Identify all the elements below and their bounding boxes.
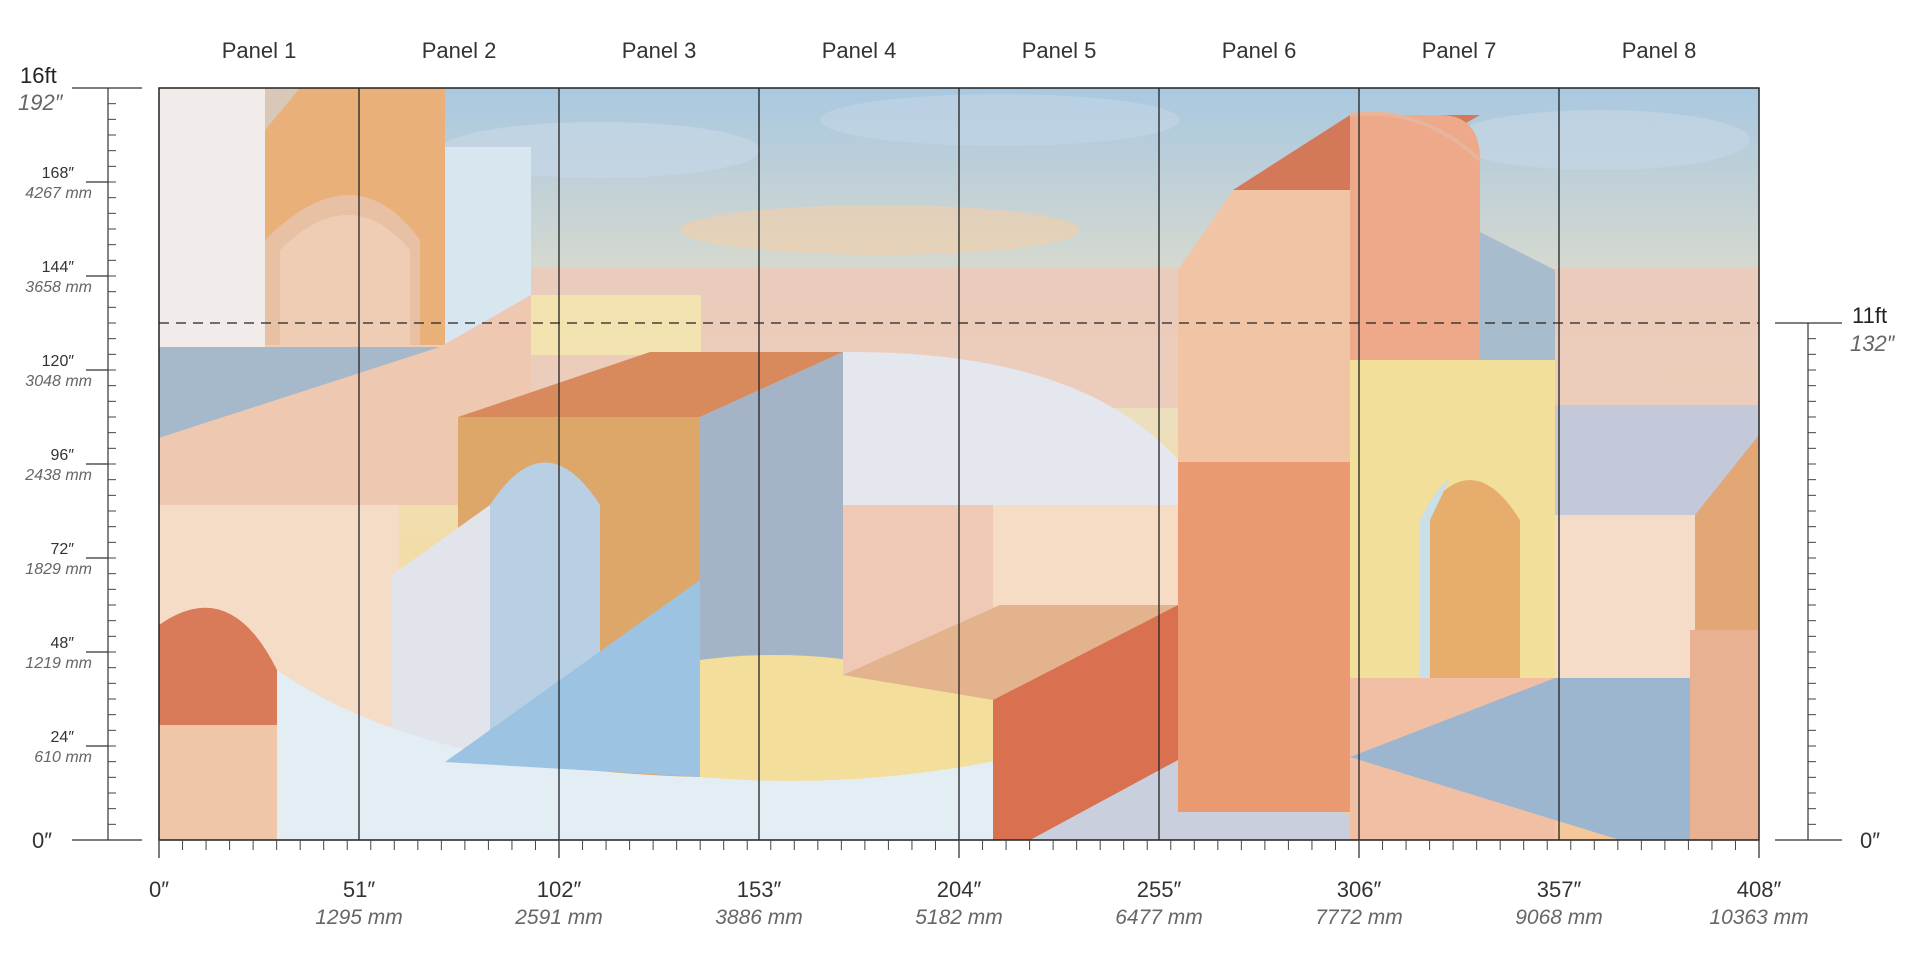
panel-label: Panel 4 bbox=[822, 38, 897, 63]
left-scale-in-label: 24″ bbox=[51, 729, 75, 746]
panel-label: Panel 1 bbox=[222, 38, 297, 63]
bottom-scale-mm-label: 2591 mm bbox=[514, 906, 603, 929]
bottom-scale-in-label: 357″ bbox=[1537, 877, 1582, 902]
left-scale-top-in: 192″ bbox=[18, 90, 64, 115]
left-height-scale: 168″ 4267 mm 144″ 3658 mm 120″ 3048 mm 96″ 2438… bbox=[18, 63, 142, 853]
bottom-scale-in-label: 408″ bbox=[1737, 877, 1782, 902]
left-scale-mm-label: 4267 mm bbox=[25, 185, 92, 202]
panel-label: Panel 2 bbox=[422, 38, 497, 63]
panel-labels: Panel 1 Panel 2 Panel 3 Panel 4 Panel 5 Panel… bbox=[222, 38, 1697, 63]
left-scale-in-label: 96″ bbox=[51, 447, 75, 464]
left-scale-in-label: 120″ bbox=[42, 353, 75, 370]
bottom-scale-mm-label: 5182 mm bbox=[915, 906, 1003, 929]
left-scale-bottom: 0″ bbox=[32, 828, 52, 853]
panel-label: Panel 3 bbox=[622, 38, 697, 63]
left-scale-in-label: 48″ bbox=[51, 635, 75, 652]
panel-label: Panel 8 bbox=[1622, 38, 1697, 63]
left-scale-in-label: 72″ bbox=[51, 541, 75, 558]
right-scale-top-in: 132″ bbox=[1850, 331, 1896, 356]
right-scale-bottom: 0″ bbox=[1860, 828, 1880, 853]
bottom-scale-in-label: 255″ bbox=[1137, 877, 1182, 902]
bottom-scale-mm-label: 7772 mm bbox=[1315, 906, 1403, 929]
left-scale-mm-label: 1829 mm bbox=[25, 561, 92, 578]
left-scale-mm-label: 610 mm bbox=[34, 749, 92, 766]
bottom-scale-mm-label: 6477 mm bbox=[1115, 906, 1203, 929]
bottom-scale-mm-label: 1295 mm bbox=[315, 906, 403, 929]
bottom-scale-mm-label: 3886 mm bbox=[715, 906, 803, 929]
left-scale-top-ft: 16ft bbox=[20, 63, 57, 88]
left-scale-mm-label: 2438 mm bbox=[24, 467, 92, 484]
panel-dividers bbox=[358, 88, 1560, 840]
bottom-scale-in-label: 51″ bbox=[343, 877, 375, 902]
left-scale-in-label: 144″ bbox=[42, 259, 75, 276]
bottom-scale-mm-label: 10363 mm bbox=[1709, 906, 1808, 929]
bottom-scale-in-label: 153″ bbox=[737, 877, 782, 902]
left-scale-mm-label: 1219 mm bbox=[25, 655, 92, 672]
bottom-scale-in-label: 102″ bbox=[537, 877, 582, 902]
bottom-width-scale: 0″ 51″ 1295 mm 102″ 2591 mm 153″ 3886 mm 204″ 51… bbox=[149, 839, 1809, 929]
bottom-scale-in-label: 0″ bbox=[149, 877, 169, 902]
bottom-scale-in-label: 306″ bbox=[1337, 877, 1382, 902]
left-scale-in-label: 168″ bbox=[42, 165, 75, 182]
panel-label: Panel 5 bbox=[1022, 38, 1097, 63]
left-scale-mm-label: 3658 mm bbox=[25, 279, 92, 296]
right-height-scale: 11ft 132″ 0″ bbox=[1775, 303, 1896, 853]
panel-label: Panel 7 bbox=[1422, 38, 1497, 63]
panel-label: Panel 6 bbox=[1222, 38, 1297, 63]
left-scale-mm-label: 3048 mm bbox=[25, 373, 92, 390]
bottom-scale-in-label: 204″ bbox=[937, 877, 982, 902]
bottom-scale-mm-label: 9068 mm bbox=[1515, 906, 1603, 929]
right-scale-top-ft: 11ft bbox=[1852, 303, 1887, 328]
